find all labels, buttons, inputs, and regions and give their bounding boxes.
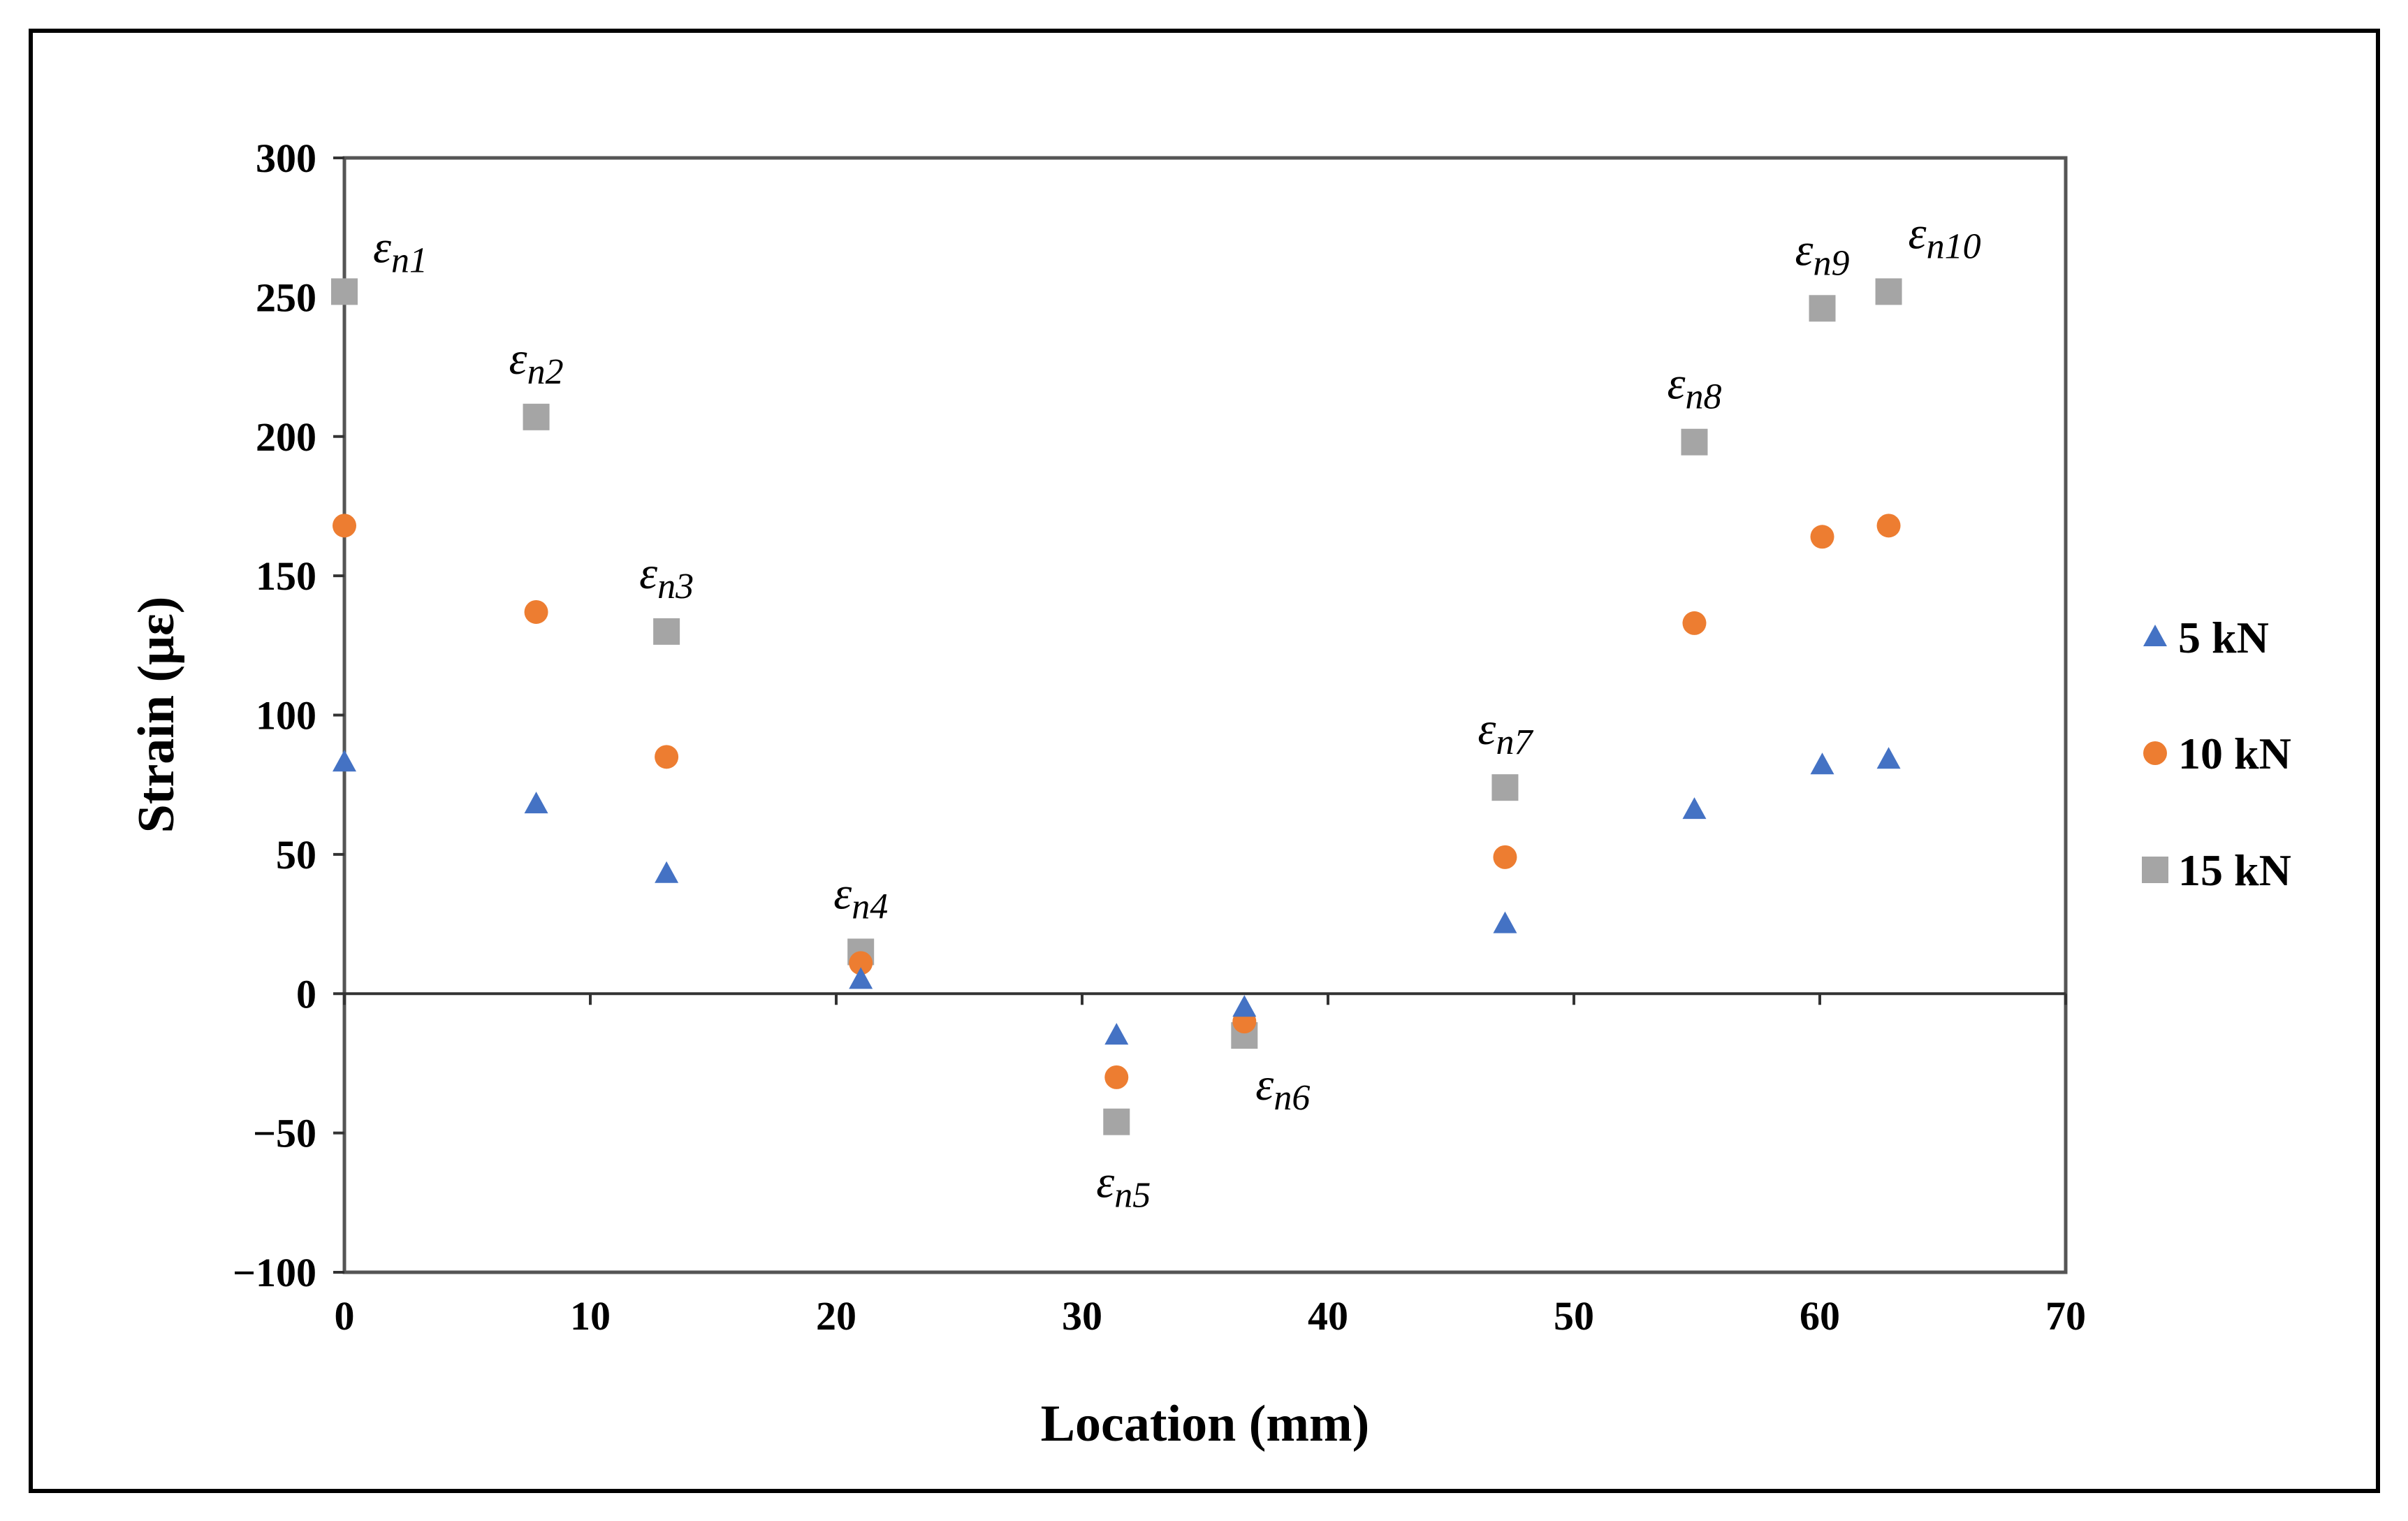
y-tick-label: 250: [256, 275, 316, 320]
x-tick-label: 20: [816, 1293, 856, 1339]
point-annotation: εn8: [1667, 358, 1721, 417]
x-axis-title: Location (mm): [1041, 1395, 1370, 1453]
data-point: [1682, 611, 1707, 635]
y-tick-label: 150: [256, 553, 316, 599]
data-point: [331, 278, 358, 305]
data-point: [1232, 995, 1257, 1017]
legend-label: 10 kN: [2178, 729, 2291, 778]
x-tick-label: 50: [1554, 1293, 1594, 1339]
data-point: [524, 792, 548, 814]
data-point: [1681, 428, 1708, 456]
point-annotation: εn9: [1795, 224, 1850, 283]
point-annotation: εn1: [373, 221, 428, 280]
y-tick-label: 300: [256, 136, 316, 181]
data-point: [333, 750, 356, 772]
point-annotation: εn6: [1255, 1059, 1310, 1118]
y-axis-title: Strain (με): [128, 597, 185, 834]
y-tick-label: 200: [256, 414, 316, 460]
y-tick-label: 0: [296, 971, 316, 1017]
data-point: [523, 403, 550, 430]
data-point: [1491, 774, 1519, 801]
x-tick-label: 70: [2045, 1293, 2086, 1339]
point-annotation: εn4: [833, 868, 888, 926]
data-point: [655, 861, 679, 883]
point-annotation: εn10: [1909, 208, 1981, 266]
data-point: [1104, 1065, 1129, 1089]
x-tick-label: 60: [1800, 1293, 1840, 1339]
legend-label: 5 kN: [2178, 613, 2269, 662]
x-tick-label: 30: [1062, 1293, 1102, 1339]
data-point: [1493, 845, 1517, 869]
data-point: [1682, 797, 1707, 820]
legend-label: 15 kN: [2178, 845, 2291, 895]
point-annotation: εn5: [1096, 1157, 1151, 1216]
data-point: [1493, 911, 1517, 933]
y-tick-label: −50: [253, 1111, 316, 1156]
y-tick-label: 100: [256, 693, 316, 738]
point-annotation: εn2: [509, 333, 564, 392]
x-tick-label: 40: [1308, 1293, 1348, 1339]
data-point: [1104, 1023, 1129, 1045]
data-point: [1875, 278, 1902, 305]
data-point: [1103, 1108, 1130, 1135]
data-point: [849, 967, 873, 989]
data-point: [653, 618, 680, 645]
x-tick-label: 10: [570, 1293, 611, 1339]
data-point: [1810, 752, 1834, 775]
legend: 5 kN 10 kN 15 kN: [2142, 613, 2291, 895]
data-point: [333, 514, 356, 538]
legend-marker: [2142, 857, 2168, 883]
legend-marker: [2143, 625, 2167, 646]
plot-area: [342, 156, 2068, 1274]
data-point: [655, 745, 679, 769]
data-point: [1810, 525, 1834, 549]
x-tick-label: 0: [335, 1293, 355, 1339]
y-tick-label: −100: [233, 1250, 316, 1295]
data-point: [1876, 514, 1901, 538]
point-annotation: εn3: [639, 548, 694, 606]
y-tick-label: 50: [276, 832, 316, 878]
data-point: [524, 599, 548, 624]
data-point: [1809, 295, 1836, 322]
data-point: [849, 951, 873, 975]
data-point: [1876, 747, 1901, 769]
legend-marker: [2143, 741, 2167, 765]
point-annotation: εn7: [1477, 704, 1533, 762]
